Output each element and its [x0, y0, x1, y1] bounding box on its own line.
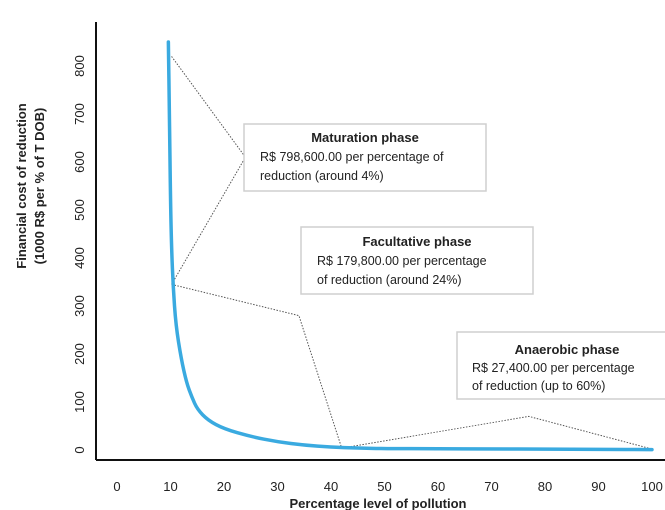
x-tick-label: 70 — [484, 479, 498, 494]
annotation-title: Facultative phase — [362, 234, 471, 249]
x-tick-label: 90 — [591, 479, 605, 494]
x-tick-label: 20 — [217, 479, 231, 494]
annotation-text: R$ 27,400.00 per percentage — [472, 361, 635, 375]
x-tick-label: 40 — [324, 479, 338, 494]
x-tick-label: 60 — [431, 479, 445, 494]
cost-curve — [166, 40, 654, 452]
annotation-facultative: Facultative phase R$ 179,800.00 per perc… — [300, 226, 534, 295]
y-tick-label: 400 — [72, 247, 87, 269]
annotation-text: of reduction (up to 60%) — [472, 379, 605, 393]
y-tick-label: 500 — [72, 199, 87, 221]
y-tick-label: 100 — [72, 391, 87, 413]
leader-line — [171, 283, 343, 449]
annotation-box — [243, 123, 487, 192]
y-tick-label: 300 — [72, 295, 87, 317]
y-tick-label: 0 — [72, 446, 87, 453]
x-tick-label: 10 — [163, 479, 177, 494]
y-tick-labels: 0 100 200 300 400 500 600 700 800 — [72, 55, 87, 453]
annotation-text: R$ 798,600.00 per percentage of — [260, 150, 444, 164]
x-axis-title: Percentage level of pollution — [290, 496, 467, 510]
x-tick-label: 50 — [377, 479, 391, 494]
leader-lines — [171, 56, 653, 450]
x-tick-label: 100 — [641, 479, 663, 494]
annotation-title: Anaerobic phase — [515, 342, 620, 357]
x-tick-labels: 0 10 20 30 40 50 60 70 80 90 100 — [113, 479, 662, 494]
x-tick-label: 0 — [113, 479, 120, 494]
annotation-maturation: Maturation phase R$ 798,600.00 per perce… — [243, 123, 487, 192]
annotation-anaerobic: Anaerobic phase R$ 27,400.00 per percent… — [456, 331, 665, 400]
y-tick-label: 600 — [72, 151, 87, 173]
y-tick-label: 700 — [72, 103, 87, 125]
x-tick-label: 80 — [538, 479, 552, 494]
y-axis-title-line1: Financial cost of reduction — [14, 103, 29, 268]
y-tick-label: 800 — [72, 55, 87, 77]
y-axis-title-line2: (1000 R$ per % of T DOB) — [32, 108, 47, 265]
y-tick-label: 200 — [72, 343, 87, 365]
leader-line — [171, 56, 246, 158]
x-tick-label: 30 — [270, 479, 284, 494]
series-layer — [166, 40, 654, 452]
annotation-box — [456, 331, 665, 400]
annotation-text: reduction (around 4%) — [260, 169, 384, 183]
leader-line — [171, 156, 246, 285]
annotation-text: R$ 179,800.00 per percentage — [317, 254, 487, 268]
leader-line — [341, 415, 653, 450]
annotation-title: Maturation phase — [311, 130, 419, 145]
annotation-text: of reduction (around 24%) — [317, 273, 462, 287]
annotation-box — [300, 226, 534, 295]
